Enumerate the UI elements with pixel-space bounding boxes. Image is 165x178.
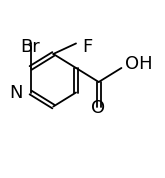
- Text: OH: OH: [125, 56, 152, 74]
- Text: F: F: [82, 38, 93, 56]
- Text: O: O: [91, 99, 105, 117]
- Text: Br: Br: [21, 38, 40, 56]
- Text: N: N: [9, 83, 22, 101]
